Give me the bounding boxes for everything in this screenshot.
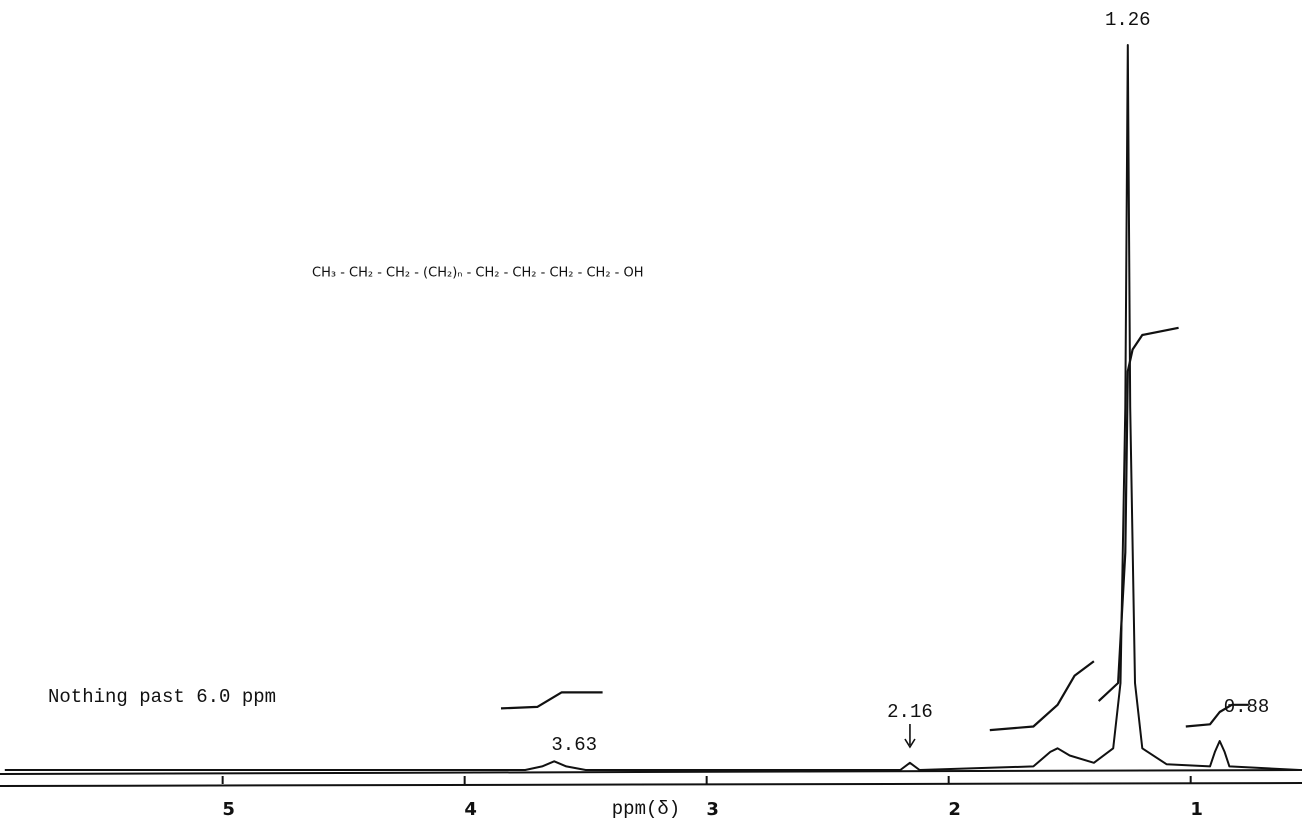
peak-label: 1.26 [1105, 9, 1151, 31]
x-tick-label: 2 [948, 799, 961, 820]
peak-label: 2.16 [887, 701, 933, 723]
peak-label: 0.88 [1224, 696, 1270, 718]
spectrum-line [4, 44, 1300, 771]
integral-curve [500, 691, 603, 710]
axis-ruler [0, 782, 1302, 787]
integral-curve [989, 660, 1095, 732]
peak-arrow-head [904, 738, 916, 749]
note: Nothing past 6.0 ppm [48, 686, 276, 708]
baseline [0, 769, 1302, 775]
x-tick-label: 5 [222, 799, 235, 820]
integral-curve [1097, 326, 1179, 702]
x-tick-label: 3 [706, 799, 719, 820]
x-axis-label: ppm(δ) [612, 798, 680, 820]
x-tick-label: 1 [1190, 799, 1203, 820]
peak-label: 3.63 [551, 734, 597, 756]
x-tick-label: 4 [464, 799, 477, 820]
structure-formula: CH₃ - CH₂ - CH₂ - (CH₂)ₙ - CH₂ - CH₂ - C… [312, 266, 644, 281]
integral-curve [1185, 703, 1249, 728]
